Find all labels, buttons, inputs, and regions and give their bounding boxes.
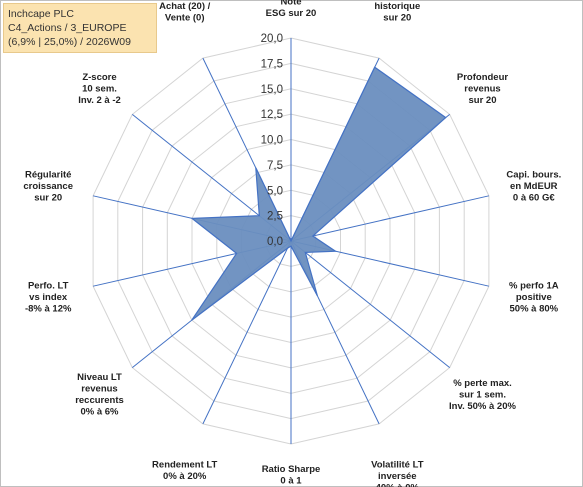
axis-label: Rendement LT 0% à 20% (152, 460, 217, 483)
axis-label: Note ESG sur 20 (266, 0, 317, 19)
radar-series (190, 66, 447, 321)
axis-label: % perfo 1A positive 50% à 80% (509, 280, 559, 314)
radar-tick-labels: 0,0 2,5 5,0 7,5 10,0 12,5 15,0 17,5 20,0 (261, 33, 283, 248)
axis-label: Volatilité LTinversée40% à 0% (371, 460, 424, 487)
axis-label-line: 0% à 20% (163, 471, 207, 482)
axis-label: Ratio Sharpe 0 à 1 (262, 464, 321, 487)
tick-label: 2,5 (267, 211, 283, 223)
axis-label-line: -8% à 12% (25, 303, 72, 314)
tick-label: 12,5 (261, 109, 283, 121)
axis-label-line: % perfo 1A (509, 280, 559, 291)
company-name: Inchcape PLC (8, 8, 74, 20)
axis-label-line: croissance (23, 181, 73, 192)
axis-label: Profondeurhistoriquesur 20 (372, 0, 423, 23)
axis-label-line: Perfo. LT (28, 280, 69, 291)
tick-label: 0,0 (267, 236, 283, 248)
axis-label-line: Inv. 2 à -2 (78, 95, 121, 106)
axis-label: % perte max. sur 1 sem. Inv. 50% à 20% (449, 378, 516, 412)
axis-label-line: Ratio Sharpe (262, 464, 321, 475)
series-area (190, 66, 447, 321)
axis-label-line: Z-score (82, 72, 116, 83)
axis-label: Régularité croissance sur 20 (23, 170, 73, 204)
axis-label-line: vs index (29, 292, 68, 303)
axis-label-line: ESG sur 20 (266, 8, 317, 19)
axis-label-line: 0 à 60 G€ (513, 193, 555, 204)
axis-label-line: 40% à 0% (376, 483, 420, 487)
axis-label-line: sur 1 sem. (459, 389, 506, 400)
axis-label-line: % perte max. (453, 378, 512, 389)
axis-label: Profondeur revenus sur 20 (457, 72, 508, 106)
axis-label-line: sur 20 (34, 193, 62, 204)
axis-label-line: Note (280, 0, 301, 8)
axis-spoke (202, 240, 292, 425)
axis-label-line: Niveau LT (77, 372, 122, 383)
axis-label: Niveau LT revenus reccurents 0% à 6% (75, 372, 124, 418)
axis-label-line: positive (516, 292, 552, 303)
tick-label: 15,0 (261, 84, 283, 96)
axis-label: Z-score 10 sem. Inv. 2 à -2 (78, 72, 121, 106)
axis-label-line: Profondeur (457, 72, 508, 83)
axis-label-line: historique (374, 1, 420, 12)
axis-label-line: Inv. 50% à 20% (449, 401, 516, 412)
axis-spoke (290, 195, 490, 242)
axis-label-line: revenus (81, 384, 117, 395)
axis-label-line: Vente (0) (165, 12, 205, 23)
info-box: Inchcape PLC C4_Actions / 3_EUROPE (6,9%… (3, 3, 157, 53)
axis-label-line: Achat (20) / (159, 1, 211, 12)
tick-label: 7,5 (267, 160, 283, 172)
category-label: C4_Actions / 3_EUROPE (8, 22, 127, 34)
axis-label-line: Régularité (25, 170, 71, 181)
axis-label-line: Rendement LT (152, 460, 217, 471)
axis-label: Capi. bours. en MdEUR 0 à 60 G€ (506, 170, 561, 204)
axis-label-line: en MdEUR (510, 181, 558, 192)
period-label: (6,9% | 25,0%) / 2026W09 (8, 36, 131, 48)
tick-label: 10,0 (261, 135, 283, 147)
axis-label-line: reccurents (75, 395, 124, 406)
axis-label-line: 0% à 6% (80, 407, 119, 418)
tick-label: 20,0 (261, 33, 283, 45)
tick-label: 5,0 (267, 185, 283, 197)
axis-label-line: inversée (378, 471, 417, 482)
axis-label-line: 10 sem. (82, 84, 117, 95)
axis-label-line: 50% à 80% (510, 303, 559, 314)
axis-label-line: sur 20 (383, 12, 411, 23)
axis-label: Perfo. LT vs index -8% à 12% (25, 280, 72, 314)
axis-spoke (290, 240, 451, 368)
axis-label-line: sur 20 (469, 95, 497, 106)
tick-label: 17,5 (261, 58, 283, 70)
axis-label-line: Volatilité LT (371, 460, 424, 471)
axis-label: MomentumAchat (20) /Vente (0) (159, 0, 211, 23)
axis-label-line: 0 à 1 (280, 476, 302, 487)
axis-label-line: revenus (464, 84, 500, 95)
axis-label-line: Capi. bours. (506, 170, 561, 181)
